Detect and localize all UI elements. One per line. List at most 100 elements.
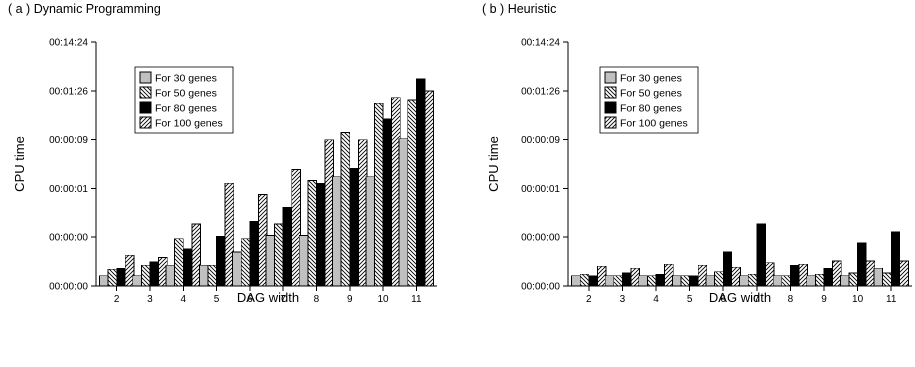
bar-for-80-genes-w2 [588,275,598,287]
bar-for-100-genes-w8 [798,263,809,287]
x-tick-label: 9 [347,294,353,305]
bar-for-100-genes-w5 [697,264,708,287]
legend-label: For 80 genes [155,103,217,115]
bar-for-50-genes-w6 [240,238,251,287]
y-tick-label: 00:00:00 [49,233,88,244]
legend-swatch [139,86,152,99]
x-tick-label: 3 [147,294,153,305]
bar-for-100-genes-w11 [424,90,434,287]
bar-for-100-genes-w9 [832,260,842,287]
bar-for-80-genes-w11 [890,231,901,287]
bar-for-30-genes-w6 [232,251,242,287]
bar-for-50-genes-w8 [307,180,317,287]
bar-for-50-genes-w4 [647,275,657,287]
bar-for-30-genes-w5 [198,264,209,287]
bar-for-30-genes-w4 [165,264,176,287]
bar-for-100-genes-w4 [664,263,674,287]
bar-for-80-genes-w4 [655,273,666,287]
bar-for-80-genes-w7 [282,207,293,287]
bar-for-50-genes-w4 [174,238,184,287]
legend-swatch [139,116,152,129]
bar-for-100-genes-w6 [731,266,741,287]
y-tick-label: 00:01:26 [521,86,560,97]
y-tick-label: 00:00:09 [49,135,88,146]
bar-for-100-genes-w2 [597,265,607,287]
legend-swatch [139,71,152,84]
panel-title: ( a ) Dynamic Programming [8,2,161,16]
bar-for-100-genes-w5 [224,182,235,287]
bar-for-30-genes-w2 [99,275,109,287]
legend-label: For 50 genes [155,88,217,100]
bar-for-50-genes-w2 [579,273,590,287]
bar-for-50-genes-w7 [747,273,758,287]
panel-title: ( b ) Heuristic [482,2,556,16]
x-tick-label: 3 [620,294,626,305]
legend-label: For 50 genes [620,88,682,100]
y-tick-label: 00:14:24 [521,38,560,49]
bar-for-80-genes-w7 [756,223,766,287]
x-tick-label: 7 [280,294,286,305]
bar-for-30-genes-w6 [705,275,716,287]
y-axis-title: CPU time [486,136,501,192]
bar-for-50-genes-w11 [882,272,892,287]
legend-swatch [604,101,617,114]
bar-for-50-genes-w9 [340,132,351,287]
bar-for-80-genes-w6 [249,221,259,287]
bar-for-80-genes-w6 [722,251,733,287]
bar-for-80-genes-w10 [857,242,867,287]
y-tick-label: 00:00:01 [49,184,88,195]
legend-label: For 100 genes [620,118,688,130]
legend-swatch [604,86,617,99]
y-axis-title: CPU time [12,136,27,192]
bar-for-80-genes-w11 [415,78,426,287]
x-tick-label: 11 [411,294,422,305]
x-tick-label: 6 [720,294,726,305]
bar-for-30-genes-w8 [298,235,309,287]
x-tick-label: 8 [788,294,794,305]
x-tick-label: 4 [180,294,186,305]
bar-for-30-genes-w2 [571,275,581,287]
bar-for-30-genes-w5 [672,275,682,287]
x-tick-label: 5 [214,294,220,305]
x-axis-title: DAG width [237,290,299,305]
bar-for-80-genes-w5 [689,275,699,287]
bar-for-30-genes-w7 [739,275,749,287]
bar-for-30-genes-w7 [265,235,275,287]
y-tick-label: 00:14:24 [49,38,88,49]
y-tick-label: 00:01:26 [49,86,88,97]
x-tick-label: 6 [247,294,253,305]
bar-for-100-genes-w7 [765,262,775,287]
bar-for-80-genes-w4 [182,248,193,287]
bar-for-30-genes-w10 [365,176,375,287]
bar-for-50-genes-w5 [680,275,691,287]
x-tick-label: 2 [586,294,592,305]
bar-for-80-genes-w5 [216,235,226,287]
y-tick-label: 00:00:00 [521,233,560,244]
bar-for-100-genes-w4 [191,223,201,287]
bar-for-100-genes-w11 [899,260,909,287]
x-tick-label: 5 [687,294,693,305]
bar-for-50-genes-w10 [374,102,384,287]
bar-for-30-genes-w9 [806,275,816,287]
legend-label: For 80 genes [620,103,682,115]
bar-for-80-genes-w2 [116,267,126,287]
bar-for-30-genes-w10 [840,275,850,287]
legend-label: For 100 genes [155,118,223,130]
bar-for-50-genes-w7 [274,223,284,287]
bar-for-30-genes-w4 [638,275,648,287]
legend-swatch [604,71,617,84]
bar-for-30-genes-w11 [398,138,409,287]
x-axis-title: DAG width [709,290,771,305]
bar-for-80-genes-w10 [382,118,393,287]
bar-for-50-genes-w10 [848,272,859,287]
bar-for-50-genes-w3 [613,275,623,287]
bar-for-50-genes-w2 [107,268,118,287]
y-tick-label: 00:00:01 [521,184,560,195]
bar-for-50-genes-w9 [815,273,825,287]
bar-for-100-genes-w2 [124,254,135,287]
bar-for-80-genes-w9 [349,168,359,287]
x-tick-label: 8 [314,294,320,305]
legend-swatch [604,116,617,129]
x-tick-label: 7 [754,294,760,305]
bar-for-80-genes-w3 [149,261,159,287]
